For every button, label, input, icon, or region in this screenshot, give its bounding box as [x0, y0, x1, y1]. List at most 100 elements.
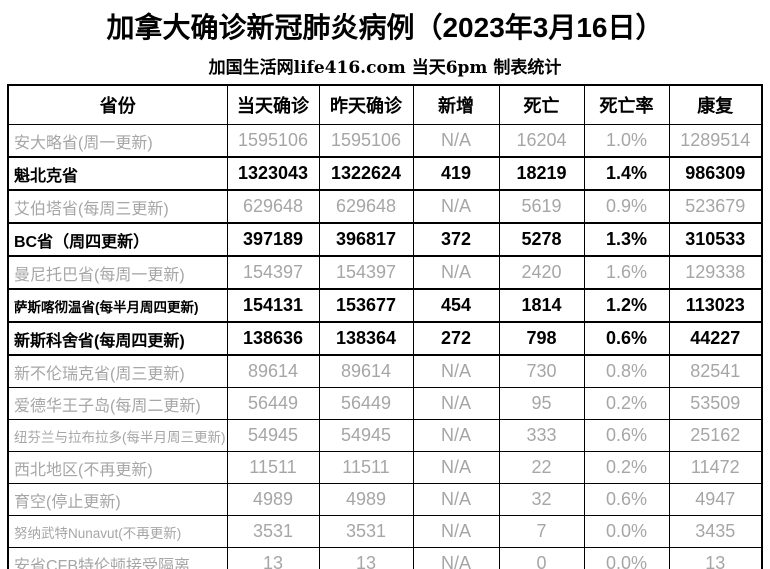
cell-rate: 0.8%	[583, 354, 670, 388]
header-recovered: 康复	[668, 84, 763, 125]
cell-recovered: 129338	[668, 255, 763, 290]
cell-yesterday: 56449	[318, 387, 414, 420]
cell-rate: 0.0%	[583, 547, 670, 569]
cell-today: 154397	[226, 255, 320, 290]
cell-province: 新不伦瑞克省(周三更新)	[7, 354, 228, 388]
cell-today: 1323043	[226, 156, 320, 191]
table-row: 艾伯塔省(每周三更新) 629648 629648 N/A 5619 0.9% 523679	[7, 189, 763, 224]
cell-deaths: 7	[498, 515, 585, 548]
cell-deaths: 22	[498, 451, 585, 484]
cell-deaths: 730	[498, 354, 585, 388]
cell-new: N/A	[412, 387, 500, 420]
cell-yesterday: 153677	[318, 288, 414, 323]
table-row: 安大略省(周一更新) 1595106 1595106 N/A 16204 1.0% 1289…	[7, 124, 763, 158]
cell-rate: 1.2%	[583, 288, 670, 323]
cell-yesterday: 4989	[318, 483, 414, 516]
cell-rate: 0.6%	[583, 321, 670, 356]
cell-recovered: 44227	[668, 321, 763, 356]
cell-recovered: 82541	[668, 354, 763, 388]
cell-recovered: 3435	[668, 515, 763, 548]
cell-recovered: 11472	[668, 451, 763, 484]
header-row: 省份 当天确诊 昨天确诊 新增 死亡 死亡率 康复	[7, 84, 763, 125]
cell-province: 曼尼托巴省(每周一更新)	[7, 255, 228, 290]
cell-new: N/A	[412, 483, 500, 516]
header-new-cases: 新增	[412, 84, 500, 125]
header-today-confirmed: 当天确诊	[226, 84, 320, 125]
header-province: 省份	[7, 84, 228, 125]
cell-rate: 1.4%	[583, 156, 670, 191]
table-row: 纽芬兰与拉布拉多(每半月周三更新) 54945 54945 N/A 333 0.6% 251…	[7, 419, 763, 452]
header-death-rate: 死亡率	[583, 84, 670, 125]
cell-deaths: 2420	[498, 255, 585, 290]
cell-province: 安省CFB特伦顿接受隔离	[7, 547, 228, 569]
cell-recovered: 4947	[668, 483, 763, 516]
cell-new: 419	[412, 156, 500, 191]
page-subtitle: 加国生活网life416.com 当天6pm 制表统计	[208, 58, 562, 78]
table-row: BC省（周四更新） 397189 396817 372 5278 1.3% 310533	[7, 222, 763, 257]
table-row: 曼尼托巴省(每周一更新) 154397 154397 N/A 2420 1.6% 12933…	[7, 255, 763, 290]
cell-recovered: 1289514	[668, 124, 763, 158]
table-row: 安省CFB特伦顿接受隔离 13 13 N/A 0 0.0% 13	[7, 547, 763, 569]
cell-new: 372	[412, 222, 500, 257]
cell-province: BC省（周四更新）	[7, 222, 228, 257]
table-header: 省份 当天确诊 昨天确诊 新增 死亡 死亡率 康复	[7, 84, 763, 125]
table-row: 努纳武特Nunavut(不再更新) 3531 3531 N/A 7 0.0% 3435	[7, 515, 763, 548]
table-row: 新不伦瑞克省(周三更新) 89614 89614 N/A 730 0.8% 82541	[7, 354, 763, 388]
cell-province: 艾伯塔省(每周三更新)	[7, 189, 228, 224]
cell-rate: 1.3%	[583, 222, 670, 257]
table-row: 魁北克省 1323043 1322624 419 18219 1.4% 986309	[7, 156, 763, 191]
cell-rate: 1.6%	[583, 255, 670, 290]
cell-today: 11511	[226, 451, 320, 484]
cell-yesterday: 1595106	[318, 124, 414, 158]
cell-rate: 0.2%	[583, 451, 670, 484]
cell-today: 629648	[226, 189, 320, 224]
cell-province: 新斯科舍省(每周四更新)	[7, 321, 228, 356]
cell-today: 1595106	[226, 124, 320, 158]
cell-deaths: 798	[498, 321, 585, 356]
cell-recovered: 523679	[668, 189, 763, 224]
cell-province: 安大略省(周一更新)	[7, 124, 228, 158]
cell-new: N/A	[412, 515, 500, 548]
cell-rate: 0.6%	[583, 483, 670, 516]
cell-today: 154131	[226, 288, 320, 323]
cell-province: 魁北克省	[7, 156, 228, 191]
cell-yesterday: 629648	[318, 189, 414, 224]
table-body: 安大略省(周一更新) 1595106 1595106 N/A 16204 1.0% 1289…	[7, 124, 763, 569]
cell-province: 育空(停止更新)	[7, 483, 228, 516]
cell-rate: 0.9%	[583, 189, 670, 224]
cell-recovered: 310533	[668, 222, 763, 257]
cell-today: 13	[226, 547, 320, 569]
cell-rate: 0.6%	[583, 419, 670, 452]
header-yesterday-confirmed: 昨天确诊	[318, 84, 414, 125]
cell-new: N/A	[412, 354, 500, 388]
cell-yesterday: 54945	[318, 419, 414, 452]
cell-rate: 0.2%	[583, 387, 670, 420]
cell-today: 54945	[226, 419, 320, 452]
cell-yesterday: 3531	[318, 515, 414, 548]
cell-deaths: 5278	[498, 222, 585, 257]
cell-rate: 1.0%	[583, 124, 670, 158]
table-row: 育空(停止更新) 4989 4989 N/A 32 0.6% 4947	[7, 483, 763, 516]
cell-province: 爱德华王子岛(每周二更新)	[7, 387, 228, 420]
cell-deaths: 95	[498, 387, 585, 420]
cell-deaths: 16204	[498, 124, 585, 158]
cell-new: N/A	[412, 547, 500, 569]
cell-province: 萨斯喀彻温省(每半月周四更新)	[7, 288, 228, 323]
table-row: 西北地区(不再更新) 11511 11511 N/A 22 0.2% 11472	[7, 451, 763, 484]
cell-new: N/A	[412, 255, 500, 290]
cell-rate: 0.0%	[583, 515, 670, 548]
table-row: 新斯科舍省(每周四更新) 138636 138364 272 798 0.6% 44227	[7, 321, 763, 356]
table-row: 爱德华王子岛(每周二更新) 56449 56449 N/A 95 0.2% 53509	[7, 387, 763, 420]
cell-today: 138636	[226, 321, 320, 356]
cell-recovered: 25162	[668, 419, 763, 452]
cell-new: N/A	[412, 124, 500, 158]
cell-today: 3531	[226, 515, 320, 548]
cell-yesterday: 11511	[318, 451, 414, 484]
cell-yesterday: 89614	[318, 354, 414, 388]
cell-recovered: 13	[668, 547, 763, 569]
cell-deaths: 18219	[498, 156, 585, 191]
cell-new: 272	[412, 321, 500, 356]
cell-deaths: 333	[498, 419, 585, 452]
cell-recovered: 53509	[668, 387, 763, 420]
